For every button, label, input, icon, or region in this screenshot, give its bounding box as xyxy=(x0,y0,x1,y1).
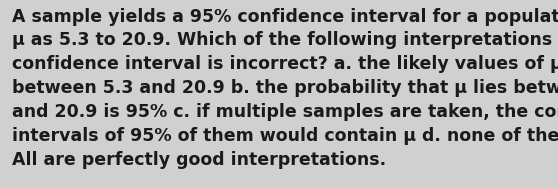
Text: A sample yields a 95% confidence interval for a population mean
μ as 5.3 to 20.9: A sample yields a 95% confidence interva… xyxy=(12,8,558,169)
